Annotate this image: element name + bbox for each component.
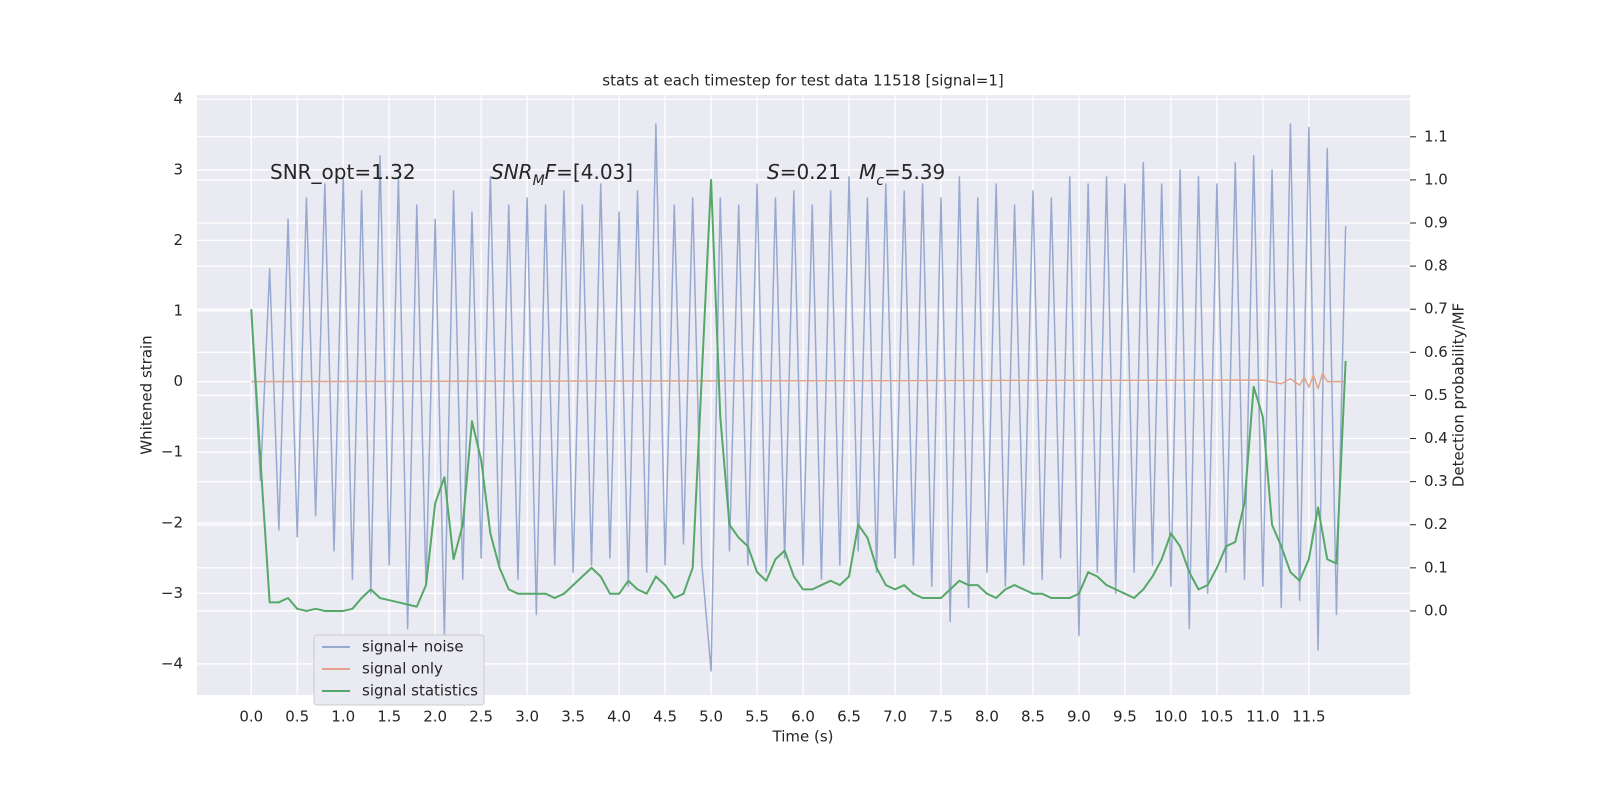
x-tick-label: 11.5 xyxy=(1292,708,1325,726)
x-tick-label: 5.5 xyxy=(745,708,769,726)
x-tick-label: 11.0 xyxy=(1246,708,1279,726)
y-tick-label: −2 xyxy=(161,513,183,531)
annotation-part: =[4.03] xyxy=(556,160,633,184)
x-tick-label: 0.5 xyxy=(285,708,309,726)
x-tick-label: 1.5 xyxy=(377,708,401,726)
y2-tick-label: 0.2 xyxy=(1424,515,1448,533)
x-tick-label: 8.5 xyxy=(1021,708,1045,726)
annotation-part: =5.39 xyxy=(884,160,945,184)
x-tick-label: 10.5 xyxy=(1200,708,1233,726)
x-axis-label: Time (s) xyxy=(772,728,834,746)
x-tick-label: 3.5 xyxy=(561,708,585,726)
x-tick-label: 3.0 xyxy=(515,708,539,726)
y-tick-label: 1 xyxy=(173,302,183,320)
y-tick-label: 0 xyxy=(173,372,183,390)
y-axis-label: Whitened strain xyxy=(138,335,156,454)
x-tick-label: 4.5 xyxy=(653,708,677,726)
annotation: S=0.21 xyxy=(767,160,841,184)
y2-axis-label: Detection probability/MF xyxy=(1450,303,1468,487)
chart-title: stats at each timestep for test data 115… xyxy=(602,72,1003,90)
legend-label: signal only xyxy=(362,660,443,678)
series-line xyxy=(250,178,1347,612)
y2-tick-label: 0.3 xyxy=(1424,472,1448,490)
annotation-part: SNR_opt=1.32 xyxy=(270,160,416,184)
series-line xyxy=(250,123,1347,672)
y-tick-label: 3 xyxy=(173,160,183,178)
y-tick-label: −4 xyxy=(161,654,183,672)
x-tick-label: 5.0 xyxy=(699,708,723,726)
annotation: SNR_opt=1.32 xyxy=(270,160,416,184)
y2-tick-label: 0.1 xyxy=(1424,558,1448,576)
x-tick-label: 10.0 xyxy=(1154,708,1187,726)
legend-label: signal statistics xyxy=(362,682,478,700)
x-tick-label: 6.5 xyxy=(837,708,861,726)
y2-tick-label: 1.1 xyxy=(1424,127,1448,145)
y-tick-label: 4 xyxy=(173,90,183,108)
x-tick-label: 7.0 xyxy=(883,708,907,726)
x-tick-label: 1.0 xyxy=(331,708,355,726)
annotation-part: c xyxy=(876,173,884,189)
y2-tick-label: 0.4 xyxy=(1424,429,1448,447)
y-tick-label: 2 xyxy=(173,231,183,249)
annotation-part: SNR xyxy=(491,160,533,184)
annotation-part: S xyxy=(767,160,780,184)
annotation-part: F xyxy=(545,160,557,184)
legend-box xyxy=(313,634,485,706)
y2-tick-label: 0.5 xyxy=(1424,386,1448,404)
series-line xyxy=(251,372,1346,390)
y2-tick-label: 0.0 xyxy=(1424,601,1448,619)
x-tick-label: 8.0 xyxy=(975,708,999,726)
y2-tick-label: 1.0 xyxy=(1424,170,1448,188)
x-tick-label: 0.0 xyxy=(239,708,263,726)
y2-tick-label: 0.7 xyxy=(1424,300,1448,318)
y2-tick-label: 0.8 xyxy=(1424,257,1448,275)
annotation: Mc=5.39 xyxy=(859,160,945,190)
x-tick-label: 4.0 xyxy=(607,708,631,726)
y2-tick-label: 0.9 xyxy=(1424,214,1448,232)
marks xyxy=(250,123,1347,672)
annotation-part: =0.21 xyxy=(780,160,841,184)
x-tick-label: 7.5 xyxy=(929,708,953,726)
y2-tick-label: 0.6 xyxy=(1424,343,1448,361)
annotation-part: M xyxy=(533,173,545,189)
annotation-part: M xyxy=(859,160,876,184)
y-tick-label: −3 xyxy=(161,584,183,602)
x-tick-label: 6.0 xyxy=(791,708,815,726)
x-tick-label: 2.5 xyxy=(469,708,493,726)
y-tick-label: −1 xyxy=(161,443,183,461)
x-tick-label: 2.0 xyxy=(423,708,447,726)
annotation: SNRMF=[4.03] xyxy=(491,160,633,190)
x-tick-label: 9.0 xyxy=(1067,708,1091,726)
legend-label: signal+ noise xyxy=(362,638,464,656)
x-tick-label: 9.5 xyxy=(1113,708,1137,726)
legend: signal+ noise signal only signal statistic… xyxy=(313,634,485,706)
